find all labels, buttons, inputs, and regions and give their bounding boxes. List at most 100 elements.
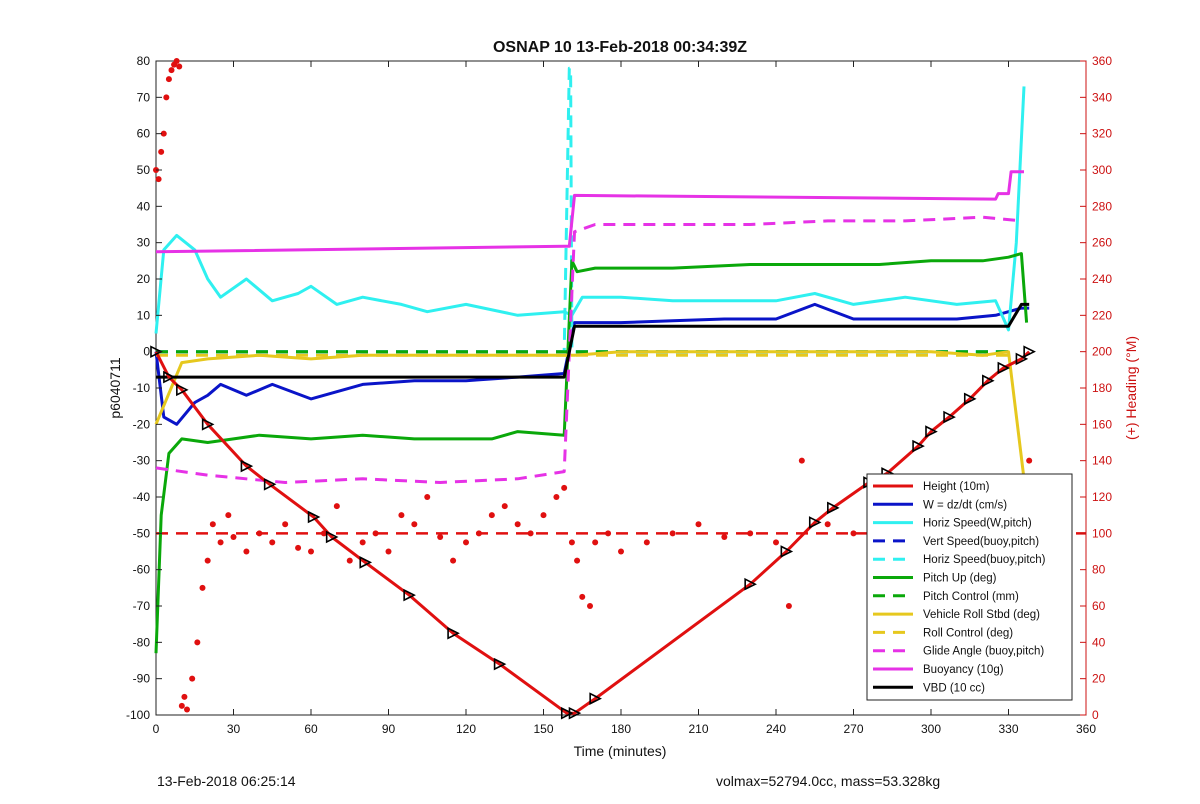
x-tick-label: 150 <box>533 722 553 736</box>
plot-area <box>150 58 1086 720</box>
y-tick-label: -80 <box>133 635 151 649</box>
heading-point <box>618 548 624 555</box>
series-glide-angle-buoy-pitch <box>155 215 1022 484</box>
height-marker <box>307 510 321 524</box>
heading-point <box>501 503 508 510</box>
y2-axis-label: (+) Heading (°M) <box>1123 336 1139 440</box>
y2-tick-label: 280 <box>1092 199 1112 213</box>
heading-point <box>282 521 289 528</box>
y2-tick-label: 260 <box>1092 236 1112 250</box>
legend-label-glide-angle-buoy-pitch: Glide Angle (buoy,pitch) <box>923 646 1044 658</box>
height-marker <box>943 410 956 424</box>
y2-tick-label: 80 <box>1092 563 1106 577</box>
height-marker <box>568 706 582 720</box>
height-marker <box>403 588 416 602</box>
heading-point <box>165 76 172 83</box>
x-tick-label: 270 <box>843 722 863 736</box>
heading-point <box>695 521 702 528</box>
heading-point <box>568 539 575 546</box>
y2-tick-label: 240 <box>1092 272 1112 286</box>
heading-point <box>592 539 599 546</box>
y-tick-label: -40 <box>133 490 151 504</box>
height-marker <box>912 439 925 453</box>
heading-point <box>372 530 379 537</box>
y-tick-label: -10 <box>133 381 151 395</box>
y-tick-label: 50 <box>137 163 151 177</box>
y2-tick-label: 320 <box>1092 127 1112 141</box>
height-marker <box>359 556 373 569</box>
heading-point <box>463 539 469 546</box>
series-horiz-speed-w-pitch <box>154 86 1026 334</box>
height-marker <box>827 501 840 515</box>
heading-point <box>785 603 792 609</box>
y-tick-label: 40 <box>137 199 151 213</box>
heading-point <box>194 639 201 646</box>
x-tick-label: 330 <box>998 722 1018 736</box>
x-tick-label: 0 <box>153 722 160 736</box>
y-tick-label: 70 <box>137 90 151 104</box>
heading-point <box>189 675 196 682</box>
height-marker <box>493 657 507 671</box>
x-tick-label: 210 <box>688 722 708 736</box>
heading-point <box>295 544 302 551</box>
y2-tick-label: 120 <box>1092 490 1112 504</box>
heading-point <box>824 521 831 528</box>
y-tick-label: -90 <box>133 672 151 686</box>
heading-point <box>346 557 353 564</box>
y-tick-label: -30 <box>133 454 151 468</box>
x-tick-label: 90 <box>382 722 396 736</box>
y2-tick-label: 160 <box>1092 417 1112 431</box>
y-tick-label: 0 <box>143 345 150 359</box>
x-tick-label: 30 <box>227 722 241 736</box>
height-marker <box>447 626 460 640</box>
series-vbd-10-cc <box>156 302 1030 379</box>
legend-label-pitch-control-mm: Pitch Control (mm) <box>923 591 1019 603</box>
y-tick-label: 20 <box>137 272 151 286</box>
height-marker <box>176 383 189 397</box>
chart-title: OSNAP 10 13-Feb-2018 00:34:39Z <box>493 39 747 56</box>
heading-point <box>798 457 805 464</box>
x-tick-label: 300 <box>921 722 941 736</box>
y2-tick-label: 340 <box>1092 90 1112 104</box>
heading-point <box>178 702 185 709</box>
heading-point <box>574 557 581 564</box>
y-tick-label: 30 <box>137 236 151 250</box>
height-marker <box>1015 352 1029 366</box>
heading-point <box>587 603 593 609</box>
height-marker <box>982 374 995 388</box>
heading-point <box>359 539 366 546</box>
y-axis-label: p6040711 <box>107 357 123 418</box>
axes: 0 30 60 90 120 150 180 210 240 270 300 330 360 -10 0 -9… <box>126 54 1112 736</box>
legend: Height (10m) W = dz/dt (cm/s) Horiz Speed(… <box>866 473 1073 701</box>
heading-point <box>333 503 340 510</box>
heading-point <box>209 521 216 528</box>
y2-tick-label: 180 <box>1092 381 1112 395</box>
heading-point <box>450 557 457 564</box>
y2-tick-label: 60 <box>1092 599 1106 613</box>
x-tick-label: 240 <box>766 722 786 736</box>
heading-point <box>424 494 431 500</box>
heading-point <box>398 512 405 519</box>
heading-point <box>158 148 165 155</box>
heading-point <box>160 130 167 137</box>
height-marker <box>997 361 1011 375</box>
height-marker <box>263 477 277 491</box>
legend-label-roll-control-deg: Roll Control (deg) <box>923 627 1013 639</box>
heading-point <box>540 512 547 519</box>
heading-point <box>204 557 211 564</box>
height-marker <box>325 530 339 544</box>
heading-point <box>163 94 170 101</box>
height-marker <box>240 459 254 473</box>
heading-point <box>385 548 392 555</box>
series-horiz-speed-buoy-pitch <box>156 66 1009 354</box>
y2-tick-label: 360 <box>1092 54 1112 68</box>
x-tick-label: 360 <box>1076 722 1096 736</box>
heading-point <box>475 530 482 537</box>
y-tick-label: 80 <box>137 54 151 68</box>
legend-label-vert-speed-buoy-pitch: Vert Speed(buoy,pitch) <box>923 536 1039 548</box>
y2-tick-label: 200 <box>1092 345 1112 359</box>
heading-point <box>553 494 560 500</box>
height-marker <box>963 392 977 406</box>
y-tick-label: -60 <box>133 563 151 577</box>
y-tick-label: -50 <box>133 526 151 540</box>
